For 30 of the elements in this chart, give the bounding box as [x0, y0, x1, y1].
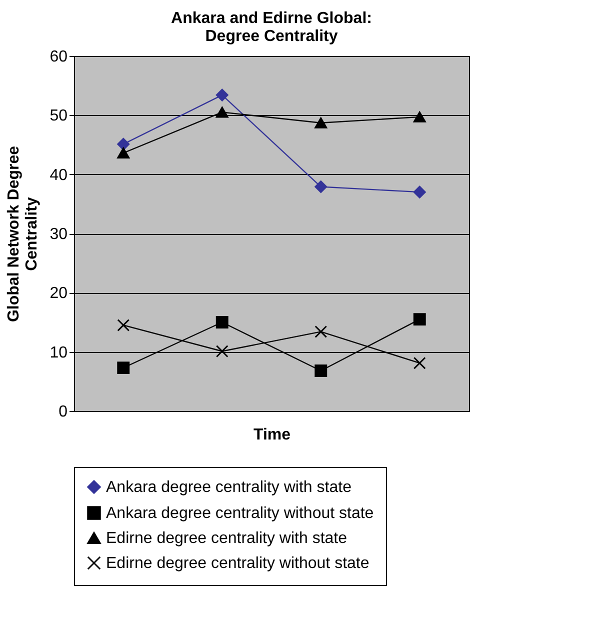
- point: [314, 364, 328, 377]
- point: [216, 106, 228, 118]
- y-tick-label: 10: [50, 344, 68, 362]
- point: [413, 186, 426, 198]
- point: [117, 148, 130, 159]
- y-tick-label: 50: [50, 108, 68, 125]
- y-tick-label: 0: [58, 404, 68, 420]
- x-axis-title: Time: [253, 426, 291, 444]
- point: [117, 318, 130, 332]
- legend-label: Edirne degree centrality with state: [106, 530, 348, 547]
- chart-title: Ankara and Edirne Global: Degree Centrality: [171, 10, 372, 45]
- point: [117, 362, 130, 374]
- point: [413, 111, 426, 122]
- y-tick-label: 40: [50, 166, 68, 184]
- point: [314, 325, 328, 338]
- y-tick-label: 20: [50, 285, 68, 302]
- point: [413, 356, 426, 370]
- legend-label: Edirne degree centrality without state: [106, 555, 370, 572]
- point: [314, 117, 328, 128]
- y-tick-label: 30: [50, 226, 68, 243]
- point: [117, 138, 130, 150]
- point: [413, 313, 426, 326]
- legend-label: Ankara degree centrality without state: [106, 505, 374, 522]
- y-axis-title: Global Network Degree Centrality: [6, 146, 41, 322]
- point: [216, 345, 228, 358]
- legend-label: Ankara degree centrality with state: [106, 479, 352, 496]
- y-tick-label: 60: [50, 48, 68, 66]
- point: [314, 180, 328, 193]
- point: [216, 316, 228, 328]
- point: [216, 88, 228, 102]
